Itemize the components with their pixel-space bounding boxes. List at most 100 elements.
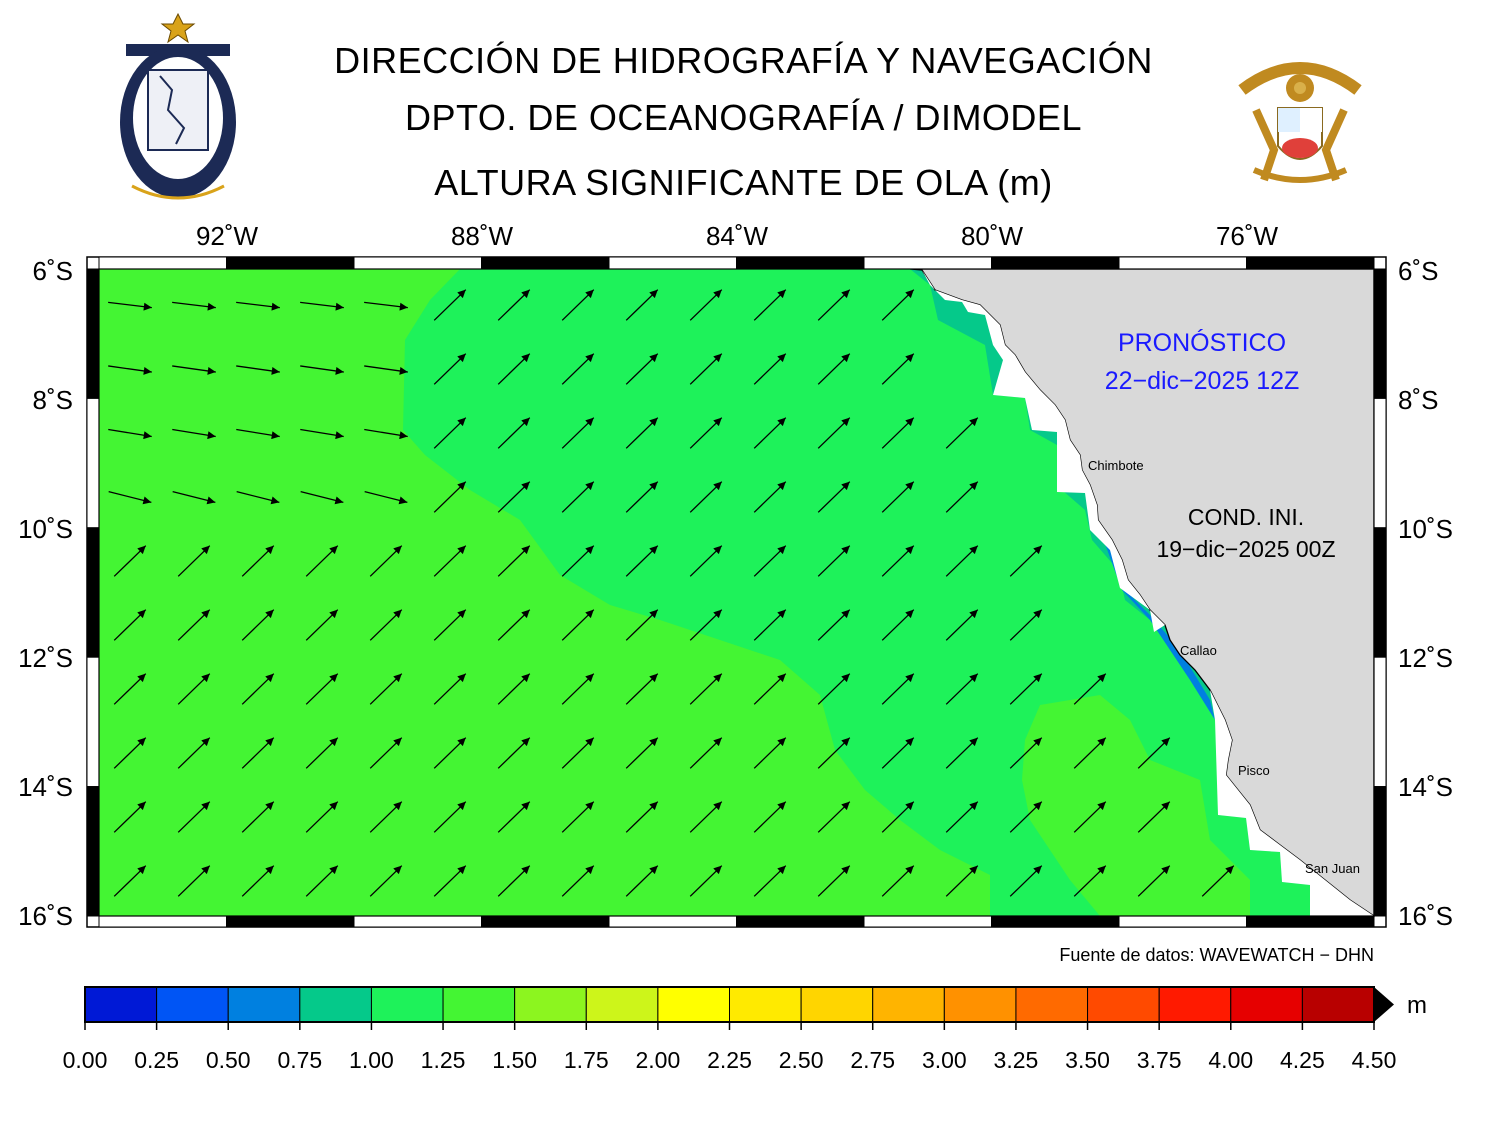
frame-segment-bottom [863,915,992,928]
wave-arrow [113,801,147,833]
wave-arrow [945,673,979,705]
wave-arrow [241,545,275,577]
wave-arrow [1137,737,1171,769]
wave-arrow [817,353,851,385]
wave-arrow [625,481,659,513]
wave-arrow [113,673,147,705]
lat-label: 14˚S [18,772,73,802]
frame-segment-top [226,256,355,270]
wave-arrow [1073,673,1107,705]
frame-segment-top [991,256,1120,270]
lat-label: 16˚S [1398,901,1453,931]
wave-arrow [689,801,723,833]
lon-label: 88˚W [451,221,514,251]
colorbar-tick-label: 4.25 [1280,1047,1325,1073]
frame-segment-top [863,256,992,270]
frame-segment-top [481,256,610,270]
frame-segment-right [1373,527,1387,658]
colorbar-swatch [729,986,802,1023]
wave-arrow [881,481,915,513]
colorbar-swatch [585,986,659,1023]
wave-arrow [108,491,152,505]
colorbar-overflow-triangle [1374,987,1394,1022]
wave-arrow [561,481,595,513]
wave-arrow [241,609,275,641]
frame-segment-top [1246,256,1375,270]
wave-arrow [241,801,275,833]
frame-segment-bottom [608,915,737,928]
wave-arrow [881,417,915,449]
wave-arrow [300,428,344,440]
wave-arrow [625,673,659,705]
wave-arrow [497,609,531,641]
init-date: 19−dic−2025 00Z [1156,536,1335,562]
ocean-high-region-south [1022,695,1250,916]
colorbar-swatch [1230,986,1303,1023]
ocean-high-region-west [99,269,990,916]
frame-segment-top [1118,256,1247,270]
wave-arrow [689,865,723,897]
lon-label: 84˚W [706,221,769,251]
frame-segment-top [608,256,737,270]
colorbar-tick-label: 0.00 [63,1047,108,1073]
wave-arrow [433,673,467,705]
wave-arrow [369,737,403,769]
frame-segment-right [1373,397,1387,529]
wave-arrow [689,417,723,449]
wave-arrow [1009,865,1043,897]
wave-arrow [236,428,280,440]
wave-arrow [689,289,723,321]
lat-label: 12˚S [18,643,73,673]
wave-arrow [369,865,403,897]
place-chimbote: Chimbote [1088,458,1144,473]
wave-arrow [497,353,531,385]
wave-arrow [177,737,211,769]
colorbar-unit: m [1407,992,1427,1019]
wave-arrow [817,737,851,769]
wave-arrow [177,865,211,897]
wave-arrow [817,417,851,449]
wave-arrow [561,417,595,449]
wave-arrow [172,301,216,311]
wave-arrow [817,481,851,513]
wave-arrow [300,365,344,375]
colorbar-swatch [943,986,1017,1023]
wave-arrow [236,365,280,375]
colorbar-swatch [514,986,587,1023]
colorbar-tick-label: 1.50 [492,1047,537,1073]
wave-arrow [369,545,403,577]
frame-segment-left [86,527,100,658]
wave-arrow [108,365,152,375]
wave-arrow [945,801,979,833]
map-frame-bars [86,256,1387,928]
wave-arrow [753,801,787,833]
colorbar-tick-label: 0.75 [277,1047,322,1073]
wave-arrow [625,545,659,577]
colorbar-tick-label: 4.00 [1208,1047,1253,1073]
wave-arrow [300,301,344,311]
lat-label: 12˚S [1398,643,1453,673]
frame-segment-bottom [353,915,482,928]
wave-arrow [561,289,595,321]
wave-arrow [364,365,408,375]
wave-arrow [108,301,152,311]
colorbar-swatch [299,986,372,1023]
wave-arrow [625,417,659,449]
wave-arrow [945,737,979,769]
wave-arrow [753,673,787,705]
wave-arrow [945,609,979,641]
wave-arrow [364,491,408,505]
wave-arrow [945,865,979,897]
colorbar-tick-label: 3.25 [994,1047,1039,1073]
frame-segment-bottom [736,915,865,928]
wave-arrow [1009,801,1043,833]
wave-arrow [113,737,147,769]
wave-arrow [108,428,152,440]
colorbar-tick-label: 2.50 [779,1047,824,1073]
wave-arrow [433,481,467,513]
colorbar-swatch [1015,986,1089,1023]
wave-arrow [433,737,467,769]
wave-arrow [625,865,659,897]
wave-arrow [817,609,851,641]
